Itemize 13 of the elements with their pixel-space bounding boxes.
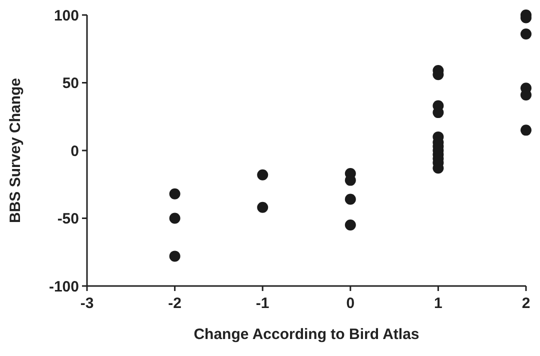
x-tick-label: -1 [256,295,270,312]
y-tick-label: 0 [70,142,79,160]
y-tick-label: -100 [48,278,79,296]
y-tick-label: -50 [57,210,79,228]
x-tick-label: 1 [434,295,442,312]
x-tick-label: 0 [346,295,355,312]
y-tick-label: 100 [54,7,79,24]
x-axis-title: Change According to Bird Atlas [194,326,420,343]
x-tick-label: -3 [80,295,94,312]
x-tick-label: 2 [522,295,530,312]
y-tick-label: 50 [62,75,79,92]
y-axis-title: BBS Survey Change [7,78,24,224]
x-tick-label: -2 [168,295,182,312]
